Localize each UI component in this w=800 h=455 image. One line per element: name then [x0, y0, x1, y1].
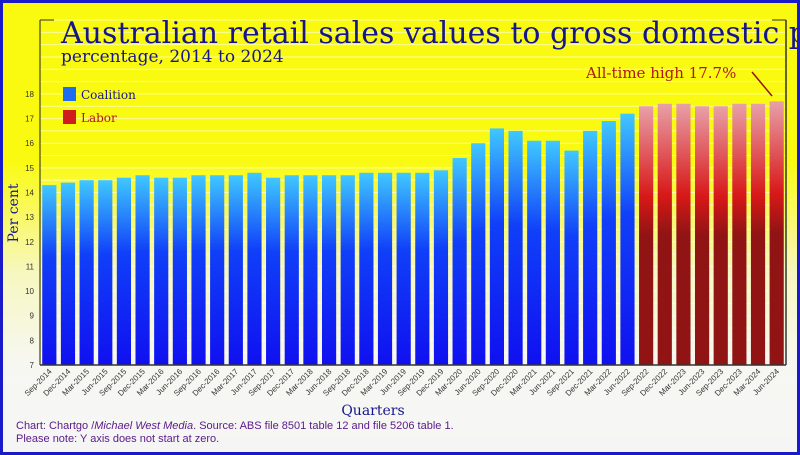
bar-jun-2017: [247, 172, 262, 365]
y-tick-label: 17: [25, 115, 34, 124]
bar-mar-2019: [377, 172, 393, 365]
bar-mar-2023: [676, 103, 691, 366]
chart-credit: Chart: Chartgo /Michael West Media. Sour…: [16, 420, 454, 432]
bar-sep-2022: [639, 106, 654, 365]
legend-label-coalition: Coalition: [81, 88, 136, 102]
bar-jun-2018: [321, 175, 337, 365]
bar-sep-2014: [42, 185, 57, 365]
bar-dec-2016: [210, 175, 225, 365]
bar-dec-2020: [508, 130, 523, 365]
bar-dec-2015: [135, 175, 150, 365]
bar-mar-2017: [228, 175, 243, 365]
bar-sep-2020: [489, 128, 505, 365]
y-tick-label: 15: [25, 164, 34, 173]
chart-note: Please note: Y axis does not start at ze…: [16, 433, 220, 445]
bar-dec-2019: [433, 170, 449, 365]
annotation-pointer: [751, 71, 773, 97]
bar-jun-2015: [98, 180, 113, 365]
y-tick-label: 12: [25, 238, 34, 247]
bar-dec-2017: [284, 175, 299, 365]
legend: Coalition Labor: [63, 87, 136, 125]
y-tick-label: 18: [25, 90, 34, 99]
credit-publisher: Michael West Media: [94, 420, 194, 432]
y-tick-label: 10: [25, 287, 34, 296]
bar-mar-2021: [527, 140, 542, 365]
bar-sep-2019: [415, 172, 430, 365]
bar-mar-2018: [303, 175, 318, 365]
y-tick-label: 16: [25, 139, 34, 148]
bar-jun-2016: [172, 177, 187, 365]
chart-title: Australian retail sales values to gross …: [60, 16, 797, 51]
bar-sep-2021: [564, 150, 579, 365]
y-tick-label: 11: [26, 262, 35, 271]
bar-mar-2024: [750, 103, 766, 366]
legend-swatch-coalition: [63, 87, 76, 101]
bar-mar-2016: [154, 177, 169, 365]
bar-chart: 789101112131415161718Sep-2014Dec-2014Mar…: [6, 16, 797, 419]
bar-dec-2018: [359, 172, 374, 365]
bar-sep-2015: [116, 177, 132, 365]
bar-mar-2020: [452, 158, 467, 365]
y-axis-label: Per cent: [6, 183, 22, 242]
y-tick-label: 13: [25, 213, 34, 222]
bar-sep-2018: [340, 175, 355, 365]
bar-jun-2023: [694, 106, 710, 365]
credit-source: . Source: ABS file 8501 table 12 and fil…: [193, 420, 454, 432]
bar-dec-2021: [583, 130, 598, 365]
legend-swatch-labor: [63, 110, 76, 124]
bar-mar-2015: [79, 180, 94, 365]
bar-jun-2019: [396, 172, 411, 365]
y-tick-label: 9: [30, 312, 35, 321]
bar-dec-2023: [732, 103, 747, 366]
bar-dec-2022: [657, 103, 672, 366]
chart-frame: 7 8 9 10 11 12 13 14 15 16 17 18 Sep-2014 Dec-2014 Mar…: [3, 3, 797, 452]
bar-jun-2022: [620, 113, 635, 366]
bar-mar-2022: [601, 121, 616, 366]
bar-dec-2014: [60, 182, 76, 365]
x-axis-label: Quarters: [341, 403, 404, 419]
bar-sep-2023: [713, 106, 728, 365]
credit-prefix: Chart: Chartgo /: [16, 420, 95, 432]
bar-jun-2024: [769, 101, 784, 366]
annotation-all-time-high: All-time high 17.7%: [585, 64, 736, 82]
y-tick-label: 7: [30, 361, 35, 370]
y-tick-label: 8: [30, 336, 35, 345]
bar-sep-2016: [191, 175, 206, 365]
bar-sep-2017: [266, 177, 281, 365]
y-tick-label: 14: [25, 189, 34, 198]
bar-jun-2020: [471, 143, 486, 365]
bar-jun-2021: [545, 140, 560, 365]
legend-label-labor: Labor: [81, 111, 117, 125]
chart-subtitle: percentage, 2014 to 2024: [61, 47, 284, 67]
